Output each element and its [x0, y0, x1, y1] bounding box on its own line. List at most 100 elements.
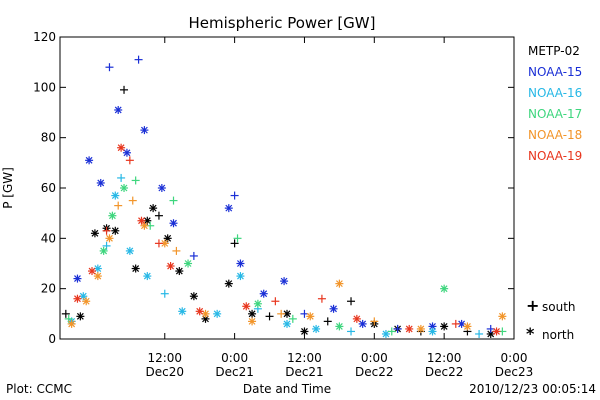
- noaa-19-point: [405, 324, 414, 333]
- metp-02-point: [347, 297, 356, 306]
- noaa-18-point: [335, 279, 344, 288]
- marker-legend-label: south: [542, 300, 576, 314]
- noaa-19-point: [195, 307, 204, 316]
- noaa-18-point: [105, 234, 114, 243]
- noaa-18-point: [306, 312, 315, 321]
- noaa-18-point: [128, 196, 137, 205]
- y-tick-label: 20: [41, 282, 56, 296]
- x-tick-label-time: 12:00: [427, 351, 462, 365]
- marker-legend-symbol: *: [526, 324, 535, 343]
- noaa-19-point: [137, 216, 146, 225]
- noaa-17-point: [335, 322, 344, 331]
- noaa-15-point: [236, 259, 245, 268]
- noaa-19-point: [154, 239, 163, 248]
- noaa-18-point: [82, 297, 91, 306]
- noaa-15-point: [329, 304, 338, 313]
- y-tick-label: 40: [41, 231, 56, 245]
- y-axis: 0 20 40 60 80 100 120: [33, 30, 514, 346]
- noaa-19-point: [125, 156, 134, 165]
- noaa-16-point: [475, 329, 484, 338]
- legend-item: NOAA-18: [528, 128, 582, 142]
- metp-02-point: [120, 85, 129, 94]
- data-points: [61, 55, 507, 338]
- metp-02-point: [154, 211, 163, 220]
- x-tick-label-time: 0:00: [221, 351, 248, 365]
- noaa-18-point: [416, 324, 425, 333]
- noaa-16-point: [236, 272, 245, 281]
- x-tick-label-date: Dec22: [425, 365, 464, 379]
- noaa-19-point: [73, 294, 82, 303]
- noaa-16-point: [428, 327, 437, 336]
- noaa-15-point: [105, 63, 114, 72]
- noaa-18-point: [67, 319, 76, 328]
- y-axis-label: P [GW]: [1, 167, 15, 209]
- noaa-15-point: [134, 55, 143, 64]
- noaa-17-point: [253, 299, 262, 308]
- noaa-16-point: [143, 272, 152, 281]
- metp-02-point: [111, 226, 120, 235]
- metp-02-point: [265, 312, 274, 321]
- noaa-15-point: [85, 156, 94, 165]
- y-tick-label: 80: [41, 131, 56, 145]
- noaa-16-point: [283, 319, 291, 328]
- marker-legend-label: north: [542, 328, 574, 342]
- noaa-15-point: [259, 289, 268, 298]
- metp-02-point: [189, 292, 198, 301]
- metp-02-point: [131, 264, 140, 273]
- noaa-15-point: [224, 204, 233, 213]
- noaa-19-point: [166, 262, 175, 271]
- noaa-15-point: [189, 251, 198, 260]
- noaa-19-point: [102, 226, 111, 235]
- noaa-19-point: [492, 327, 501, 336]
- noaa-19-point: [271, 297, 280, 306]
- noaa-17-point: [440, 284, 449, 293]
- noaa-15-point: [122, 148, 131, 157]
- metp-02-point: [149, 204, 158, 213]
- metp-02-point: [201, 314, 210, 323]
- noaa-15-point: [140, 126, 149, 135]
- x-tick-label-time: 12:00: [147, 351, 182, 365]
- noaa-17-point: [108, 211, 117, 220]
- metp-02-point: [248, 309, 257, 318]
- noaa-18-point: [93, 272, 102, 281]
- noaa-16-point: [312, 324, 321, 333]
- noaa-19-point: [242, 302, 251, 311]
- metp-02-point: [440, 322, 449, 331]
- noaa-18-point: [172, 246, 181, 255]
- x-tick-label-date: Dec22: [355, 365, 394, 379]
- noaa-18-point: [498, 312, 507, 321]
- noaa-15-point: [280, 277, 289, 286]
- noaa-15-point: [73, 274, 82, 283]
- noaa-18-point: [463, 322, 472, 331]
- x-tick-label-date: Dec23: [495, 365, 534, 379]
- noaa-17-point: [131, 176, 140, 185]
- x-tick-label-date: Dec21: [285, 365, 324, 379]
- metp-02-point: [61, 309, 70, 318]
- legend-item: NOAA-15: [528, 65, 582, 79]
- metp-02-point: [175, 267, 184, 276]
- noaa-18-point: [277, 309, 286, 318]
- noaa-16-point: [125, 246, 134, 255]
- noaa-16-point: [117, 173, 126, 182]
- footer-plot-credit: Plot: CCMC: [6, 382, 72, 396]
- noaa-15-point: [393, 324, 402, 333]
- x-tick-label-date: Dec21: [215, 365, 254, 379]
- legend: METP-02 NOAA-15 NOAA-16 NOAA-17 NOAA-18 NOAA-…: [528, 44, 582, 163]
- noaa-16-point: [213, 309, 222, 318]
- metp-02-point: [323, 317, 332, 326]
- noaa-16-point: [111, 191, 120, 200]
- noaa-15-point: [169, 219, 178, 228]
- noaa-15-point: [230, 191, 239, 200]
- legend-item: NOAA-19: [528, 149, 582, 163]
- footer-timestamp: 2010/12/23 00:05:14: [469, 382, 596, 396]
- x-axis-label: Date and Time: [243, 382, 331, 396]
- noaa-19-point: [317, 294, 326, 303]
- noaa-15-point: [358, 319, 367, 328]
- chart-title: Hemispheric Power [GW]: [189, 14, 376, 32]
- metp-02-point: [230, 239, 239, 248]
- noaa-16-point: [160, 289, 169, 298]
- legend-item: NOAA-17: [528, 107, 582, 121]
- metp-02-point: [76, 312, 85, 321]
- noaa-17-point: [120, 184, 129, 192]
